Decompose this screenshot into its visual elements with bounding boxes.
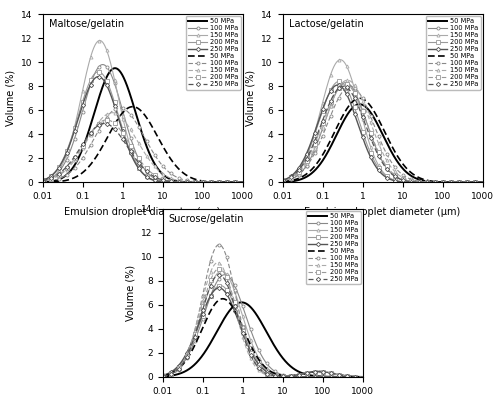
X-axis label: Emulsion droplet diameter (μm): Emulsion droplet diameter (μm): [304, 207, 460, 217]
Legend: 50 MPa, 100 MPa, 150 MPa, 200 MPa, 250 MPa, 50 MPa, 100 MPa, 150 MPa, 200 MPa, 2: 50 MPa, 100 MPa, 150 MPa, 200 MPa, 250 M…: [186, 16, 240, 90]
Text: Maltose/gelatin: Maltose/gelatin: [48, 19, 124, 29]
Y-axis label: Volume (%): Volume (%): [246, 70, 256, 126]
Legend: 50 MPa, 100 MPa, 150 MPa, 200 MPa, 250 MPa, 50 MPa, 100 MPa, 150 MPa, 200 MPa, 2: 50 MPa, 100 MPa, 150 MPa, 200 MPa, 250 M…: [306, 211, 360, 284]
Y-axis label: Volume (%): Volume (%): [6, 70, 16, 126]
X-axis label: Emulsion droplet diameter (μm): Emulsion droplet diameter (μm): [64, 207, 220, 217]
Legend: 50 MPa, 100 MPa, 150 MPa, 200 MPa, 250 MPa, 50 MPa, 100 MPa, 150 MPa, 200 MPa, 2: 50 MPa, 100 MPa, 150 MPa, 200 MPa, 250 M…: [426, 16, 480, 90]
Text: Sucrose/gelatin: Sucrose/gelatin: [168, 214, 244, 224]
Text: Lactose/gelatin: Lactose/gelatin: [288, 19, 363, 29]
Y-axis label: Volume (%): Volume (%): [126, 265, 136, 321]
